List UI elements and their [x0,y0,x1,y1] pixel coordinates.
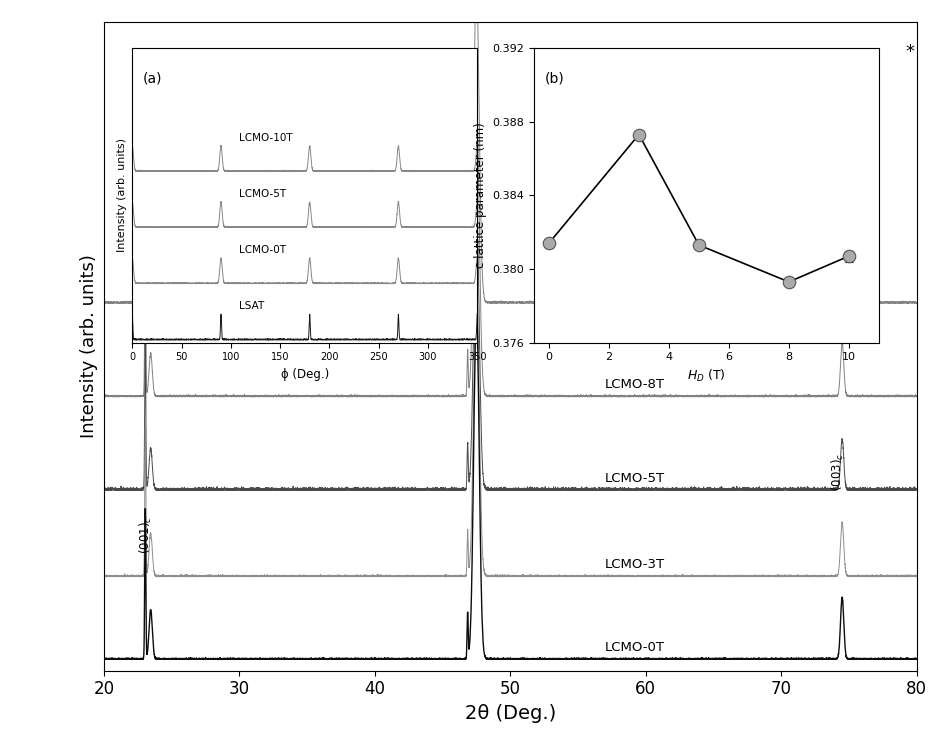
Text: (b): (b) [544,71,564,85]
Text: * peaks of substrate: * peaks of substrate [164,229,299,242]
Y-axis label: Intensity (arb. units): Intensity (arb. units) [80,254,98,439]
Text: *: * [904,43,914,61]
Text: $(003)_c$: $(003)_c$ [829,453,845,491]
Y-axis label: Intensity (arb. units): Intensity (arb. units) [117,139,126,252]
Text: LCMO-5T: LCMO-5T [604,472,665,485]
Text: LCMO-10T: LCMO-10T [239,133,292,142]
Text: (a): (a) [143,71,162,85]
Y-axis label: c lattice parameter (nm): c lattice parameter (nm) [473,122,486,268]
Text: LCMO-10T: LCMO-10T [604,284,673,298]
Text: *: * [823,182,833,200]
X-axis label: ϕ (Deg.): ϕ (Deg.) [280,368,329,381]
Text: LSAT: LSAT [239,301,263,311]
Text: $(002)_c$: $(002)_c$ [464,52,480,90]
Text: *: * [134,208,143,226]
X-axis label: 2θ (Deg.): 2θ (Deg.) [464,704,555,723]
Text: LCMO-3T: LCMO-3T [604,559,665,571]
Text: LCMO-5T: LCMO-5T [239,189,285,199]
Text: $(001)_c$: $(001)_c$ [138,517,154,554]
Text: LCMO-8T: LCMO-8T [604,378,665,391]
Text: LCMO-0T: LCMO-0T [239,245,285,255]
Text: LCMO-0T: LCMO-0T [604,640,665,654]
X-axis label: $H_D$ (T): $H_D$ (T) [686,368,725,384]
